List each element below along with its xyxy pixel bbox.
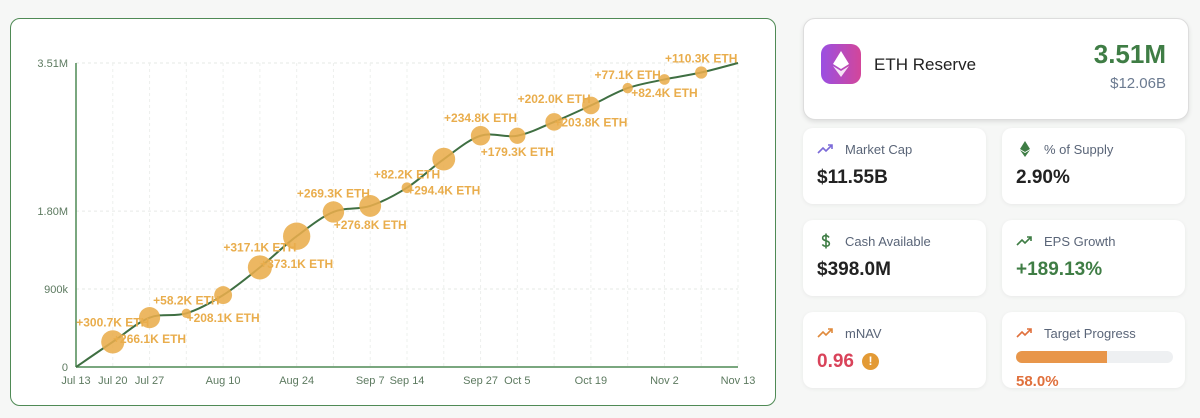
data-point [622, 82, 633, 94]
chart-svg: 0 900k 1.80M 3.51M Jul 13 Jul 20 Jul 27 Aug 10 A… [37, 51, 756, 387]
stat-value-wrap: 0.96! [817, 351, 879, 373]
stat-value: $11.55B [817, 167, 888, 188]
stat-mnav: mNAV 0.96! [803, 312, 986, 388]
x-tick-label: Nov 2 [650, 375, 679, 387]
eth-reserve-card: ETH Reserve 3.51M $12.06B [803, 18, 1189, 120]
dollar-icon [821, 233, 831, 249]
data-point [695, 66, 708, 79]
stat-label: Market Cap [845, 142, 913, 157]
data-label: +294.4K ETH [407, 184, 480, 198]
reserve-usd-value: $12.06B [1110, 75, 1166, 92]
eth-holdings-chart: 0 900k 1.80M 3.51M Jul 13 Jul 20 Jul 27 Aug 10 A… [10, 18, 776, 406]
data-label: +373.1K ETH [260, 257, 333, 271]
data-point [181, 308, 191, 318]
data-label: +234.8K ETH [444, 111, 517, 125]
data-point [432, 147, 456, 171]
stat-value: $398.0M [817, 259, 891, 280]
y-tick-label: 1.80M [37, 206, 68, 218]
data-label: +300.7K ETH [76, 315, 149, 329]
progress-fill [1016, 351, 1108, 363]
data-label: +208.1K ETH [187, 311, 260, 325]
data-label: +266.1K ETH [113, 332, 186, 346]
stat-value: 2.90% [1016, 167, 1070, 188]
x-tick-label: Sep 7 [356, 375, 385, 387]
data-point [659, 74, 670, 85]
data-label: +202.0K ETH [518, 92, 591, 106]
data-label: +179.3K ETH [481, 145, 554, 159]
data-label: +82.2K ETH [374, 167, 440, 181]
stat-value: 58.0% [1016, 373, 1059, 390]
target-progress-bar [1016, 351, 1173, 363]
trending-up-icon [1016, 236, 1032, 246]
data-point [545, 113, 563, 131]
data-point [509, 127, 526, 144]
data-point [470, 126, 491, 146]
x-tick-label: Aug 24 [279, 375, 314, 387]
x-tick-label: Jul 13 [61, 375, 90, 387]
data-label: +110.3K ETH [665, 51, 737, 65]
data-label: +269.3K ETH [297, 186, 370, 200]
data-point [101, 330, 125, 354]
stat-cash-available: Cash Available $398.0M [803, 220, 986, 296]
trending-up-icon [817, 144, 833, 154]
data-label: +58.2K ETH [153, 294, 219, 308]
stat-eps-growth: EPS Growth +189.13% [1002, 220, 1185, 296]
data-point [247, 255, 272, 280]
data-point [322, 201, 345, 223]
ethereum-logo-icon [821, 44, 861, 84]
x-tick-label: Oct 19 [575, 375, 607, 387]
data-point [359, 194, 382, 217]
y-tick-label: 3.51M [37, 58, 68, 70]
x-tick-label: Aug 10 [206, 375, 241, 387]
x-tick-label: Sep 27 [463, 375, 498, 387]
data-point [214, 286, 233, 305]
data-label: +77.1K ETH [594, 68, 660, 82]
data-point [283, 222, 311, 250]
x-tick-label: Jul 20 [98, 375, 127, 387]
reserve-title: ETH Reserve [874, 55, 977, 74]
stat-value: 0.96 [817, 351, 854, 372]
stat-label: Target Progress [1044, 326, 1136, 341]
stat-value: +189.13% [1016, 259, 1103, 280]
stat-target-progress: Target Progress 58.0% [1002, 312, 1185, 390]
stat-label: Cash Available [845, 234, 931, 249]
stat-label: EPS Growth [1044, 234, 1116, 249]
stat-percent-supply: % of Supply 2.90% [1002, 128, 1185, 204]
data-label: +82.4K ETH [631, 86, 697, 100]
data-label: +317.1K ETH [223, 240, 296, 254]
trending-up-icon [1016, 328, 1032, 338]
x-tick-label: Nov 13 [721, 375, 756, 387]
trending-up-icon [817, 328, 833, 338]
stat-label: % of Supply [1044, 142, 1114, 157]
stat-market-cap: Market Cap $11.55B [803, 128, 986, 204]
data-label: +276.8K ETH [334, 218, 407, 232]
y-tick-label: 900k [44, 284, 68, 296]
ethereum-icon [1020, 141, 1030, 157]
x-tick-label: Oct 5 [504, 375, 530, 387]
data-label: +203.8K ETH [554, 115, 627, 129]
warning-icon[interactable]: ! [861, 353, 879, 370]
data-point [138, 307, 161, 329]
x-tick-label: Sep 14 [390, 375, 425, 387]
x-tick-label: Jul 27 [135, 375, 164, 387]
data-point [582, 96, 600, 115]
reserve-value: 3.51M [1093, 39, 1166, 69]
data-point [401, 182, 413, 194]
stat-label: mNAV [845, 326, 882, 341]
y-tick-label: 0 [62, 362, 68, 374]
